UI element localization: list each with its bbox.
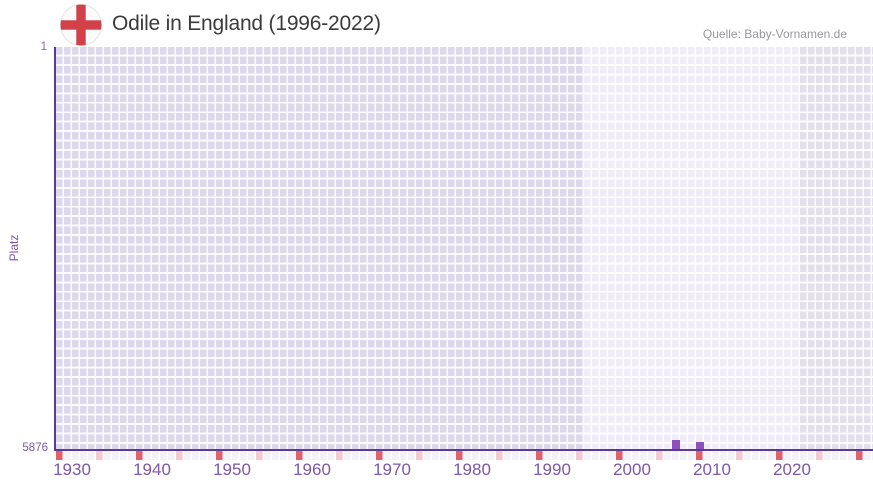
year-mark-pink-1993 [576, 450, 584, 460]
year-mark-pink-1983 [496, 450, 504, 460]
year-mark-red-1968 [376, 450, 384, 460]
year-mark-red-1928 [56, 450, 64, 460]
rank-bar-2005[interactable] [672, 439, 680, 449]
year-mark-red-1978 [456, 450, 464, 460]
x-tick-label-1970: 1970 [373, 460, 411, 479]
year-mark-pink-2013 [736, 450, 744, 460]
x-tick-label-1930: 1930 [53, 460, 91, 479]
x-tick-label-1990: 1990 [533, 460, 571, 479]
year-mark-red-2008 [696, 450, 704, 460]
year-mark-red-1988 [536, 450, 544, 460]
grid-lines [56, 47, 873, 449]
england-flag-icon [59, 3, 103, 47]
year-mark-pink-1953 [256, 450, 264, 460]
year-mark-pink-1963 [336, 450, 344, 460]
x-axis-line [54, 448, 873, 451]
year-mark-red-1938 [136, 450, 144, 460]
bars-layer [56, 47, 873, 449]
year-mark-pink-2003 [656, 450, 664, 460]
year-mark-red-2028 [856, 450, 864, 460]
y-axis-title: Platz [7, 234, 21, 262]
year-mark-red-2018 [776, 450, 784, 460]
year-mark-red-1948 [216, 450, 224, 460]
year-mark-pink-1973 [416, 450, 424, 460]
x-tick-label-1940: 1940 [133, 460, 171, 479]
x-tick-label-1980: 1980 [453, 460, 491, 479]
rank-bar-2008[interactable] [696, 442, 704, 449]
y-axis-line [54, 47, 56, 450]
year-mark-red-1998 [616, 450, 624, 460]
x-axis-year-strip [56, 450, 873, 460]
year-mark-pink-1943 [176, 450, 184, 460]
plot-area [56, 47, 873, 449]
x-tick-label-1950: 1950 [213, 460, 251, 479]
year-mark-pink-1933 [96, 450, 104, 460]
x-tick-labels: 1930 1940 1950 1960 1970 1980 1990 2000 2010 2020 [53, 460, 873, 479]
source-attribution: Quelle: Baby-Vornamen.de [702, 27, 847, 41]
y-tick-label-top: 1 [40, 41, 47, 53]
x-tick-label-2000: 2000 [613, 460, 651, 479]
y-tick-label-bottom: 5876 [22, 442, 48, 454]
chart-title: Odile in England (1996-2022) [112, 12, 381, 35]
year-mark-pink-2023 [816, 450, 824, 460]
x-tick-label-1960: 1960 [293, 460, 331, 479]
x-tick-label-2010: 2010 [693, 460, 731, 479]
year-mark-red-1958 [296, 450, 304, 460]
x-tick-label-2020: 2020 [773, 460, 811, 479]
